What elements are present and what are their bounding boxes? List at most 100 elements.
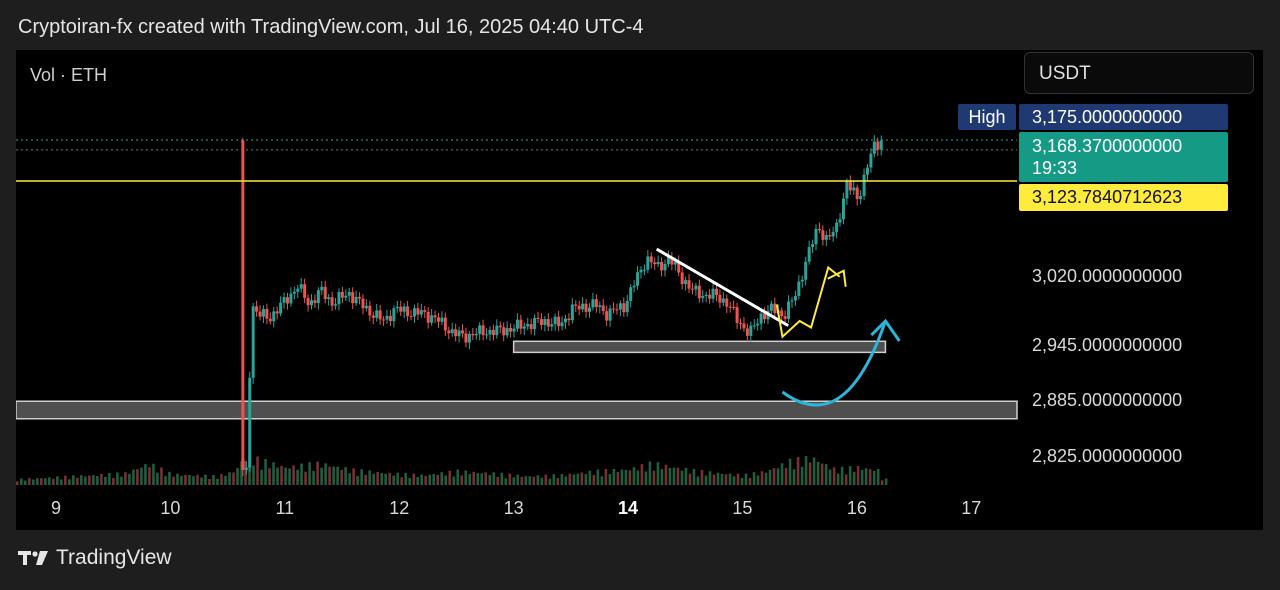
- candle-body: [560, 322, 564, 327]
- volume-bar: [488, 475, 492, 485]
- volume-bar: [72, 475, 75, 485]
- volume-bar: [628, 470, 632, 485]
- volume-bar: [204, 474, 207, 485]
- candle-body: [711, 288, 715, 299]
- candle-body: [371, 315, 375, 318]
- candle-body: [522, 326, 526, 329]
- volume-bar: [288, 468, 291, 485]
- footer-brand[interactable]: TradingView: [18, 546, 172, 570]
- projection-path: [775, 265, 841, 339]
- x-tick-label: 15: [732, 498, 753, 518]
- candle-body: [375, 310, 379, 318]
- volume-bar: [344, 467, 347, 485]
- y-tick-label: 2,945.0000000000: [1032, 334, 1183, 355]
- volume-bar: [456, 469, 460, 485]
- volume-bar: [872, 470, 876, 485]
- volume-bar: [584, 474, 588, 485]
- volume-bar: [396, 472, 399, 485]
- candle-body: [728, 306, 732, 308]
- candle-body: [382, 319, 386, 321]
- volume-bar: [276, 467, 279, 485]
- candle-body: [718, 294, 722, 303]
- chart-panel[interactable]: Vol · ETH USDT 3,020.0000000000 2,945.000…: [16, 50, 1263, 530]
- candle-body: [464, 333, 468, 343]
- volume-bar: [264, 459, 267, 485]
- candle-body: [351, 292, 355, 304]
- candle-body: [409, 316, 413, 318]
- candle-body: [841, 198, 845, 220]
- volume-bar: [820, 463, 824, 485]
- volume-bar: [76, 477, 79, 485]
- candle-body: [649, 256, 653, 263]
- candle-body: [244, 467, 248, 471]
- volume-bar: [240, 461, 243, 485]
- candle-body: [653, 262, 657, 265]
- volume-bar: [520, 476, 524, 485]
- candle-body: [732, 306, 736, 308]
- candle-body: [385, 315, 389, 320]
- currency-selector[interactable]: USDT: [1024, 52, 1254, 94]
- price-chart[interactable]: [16, 50, 1263, 530]
- volume-bar: [260, 469, 263, 485]
- volume-bar: [616, 471, 620, 485]
- volume-bar: [800, 466, 804, 485]
- candle-body: [474, 333, 478, 336]
- volume-bar: [16, 481, 19, 485]
- candle-body: [739, 322, 743, 324]
- volume-bar: [100, 473, 103, 485]
- candle-body: [419, 310, 423, 315]
- volume-bar: [476, 473, 480, 485]
- volume-bar: [228, 472, 231, 485]
- volume-bar: [88, 475, 91, 485]
- candle-body: [536, 317, 540, 320]
- volume-bar: [324, 463, 327, 485]
- volume-bar: [152, 463, 155, 485]
- volume-bar: [364, 474, 367, 485]
- volume-bar: [868, 469, 872, 485]
- volume-indicator-label[interactable]: Vol · ETH: [30, 65, 108, 85]
- currency-label: USDT: [1039, 63, 1091, 84]
- candle-body: [814, 228, 818, 245]
- volume-bar: [20, 478, 23, 485]
- volume-bar: [732, 476, 736, 485]
- volume-bar: [572, 474, 576, 485]
- volume-bar: [328, 466, 331, 485]
- candle-body: [701, 295, 705, 299]
- candle-body: [436, 317, 440, 322]
- volume-bar: [432, 473, 436, 485]
- volume-bar: [664, 464, 668, 485]
- volume-bar: [208, 479, 211, 485]
- volume-bar: [92, 475, 95, 485]
- candle-body: [550, 324, 554, 327]
- candle-body: [241, 140, 245, 471]
- candle-body: [557, 316, 561, 327]
- volume-bar: [796, 456, 800, 485]
- volume-bar: [48, 477, 51, 485]
- volume-bar: [700, 470, 704, 485]
- candle-body: [502, 327, 506, 336]
- volume-bar: [32, 479, 35, 485]
- volume-bar: [544, 474, 548, 485]
- curved-arrow: [781, 320, 887, 407]
- candle-body: [745, 328, 749, 336]
- volume-bar: [176, 473, 179, 485]
- volume-bar: [772, 468, 776, 485]
- volume-bar: [564, 476, 568, 485]
- candle-body: [804, 261, 808, 280]
- y-tick-label: 2,825.0000000000: [1032, 445, 1183, 466]
- candle-body: [272, 311, 276, 322]
- volume-bar: [168, 471, 171, 485]
- candle-body: [395, 306, 399, 309]
- candle-body: [570, 304, 574, 321]
- candle-body: [303, 284, 307, 298]
- volume-bar: [836, 473, 840, 485]
- volume-bar: [136, 469, 139, 485]
- candle-body: [817, 228, 821, 231]
- candle-body: [313, 300, 317, 303]
- volume-bar: [448, 470, 452, 485]
- volume-bar: [624, 469, 628, 485]
- candle-body: [660, 261, 664, 271]
- volume-bar: [780, 463, 784, 485]
- candle-body: [323, 286, 327, 300]
- candle-body: [615, 309, 619, 311]
